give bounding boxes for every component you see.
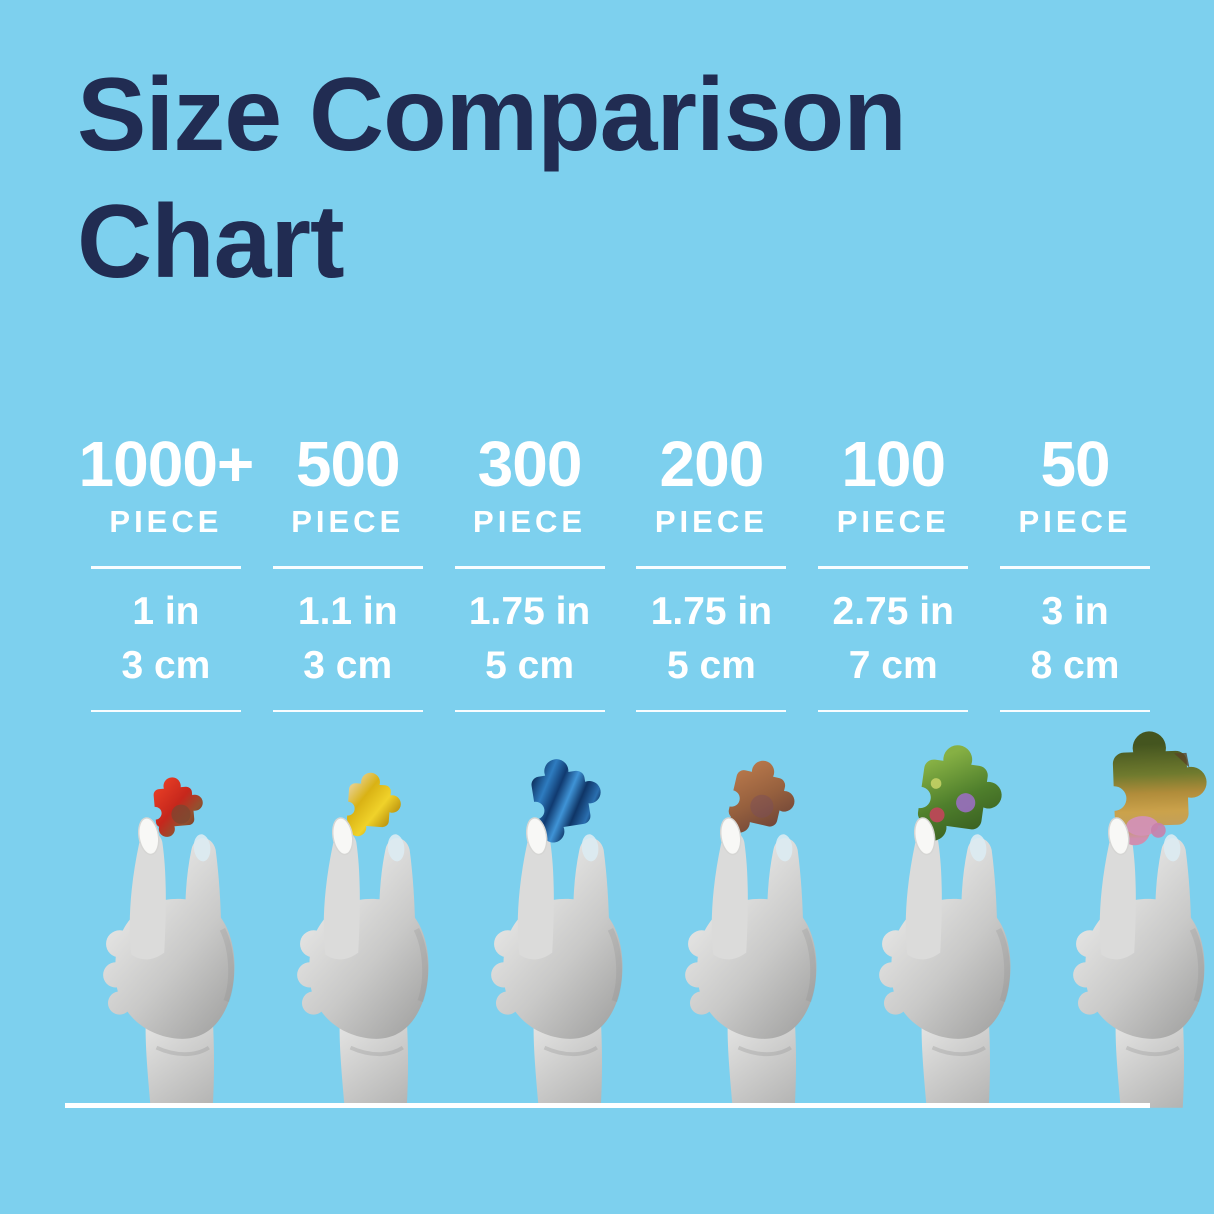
size-centimeters: 5 cm bbox=[485, 643, 575, 687]
page-title-line1: Size Comparison bbox=[77, 57, 907, 173]
size-column-300: 300 PIECE 1.75 in 5 cm bbox=[439, 428, 621, 713]
size-column-100: 100 PIECE 2.75 in 7 cm bbox=[802, 428, 984, 713]
piece-count-unit: PIECE bbox=[291, 504, 405, 539]
size-centimeters: 3 cm bbox=[121, 643, 211, 687]
piece-count: 500 bbox=[295, 428, 401, 500]
divider-rule bbox=[636, 566, 787, 569]
divider-rule bbox=[272, 566, 423, 569]
piece-count-unit: PIECE bbox=[473, 504, 587, 539]
piece-count: 100 bbox=[841, 428, 946, 500]
piece-count-unit: PIECE bbox=[1018, 504, 1132, 539]
size-inches: 3 in bbox=[1041, 589, 1109, 633]
divider-rule bbox=[90, 709, 241, 713]
page-title-line2: Chart bbox=[77, 183, 345, 300]
divider-rule bbox=[818, 566, 969, 569]
size-columns: 1000+ PIECE 1 in 3 cm 500 PIECE 1.1 in 3… bbox=[75, 428, 1166, 713]
puzzle-piece-red bbox=[145, 774, 206, 839]
size-inches: 1.75 in bbox=[650, 589, 773, 633]
piece-count-unit: PIECE bbox=[109, 504, 223, 539]
hand-pinching-piece-200 bbox=[657, 753, 851, 1108]
size-centimeters: 3 cm bbox=[303, 643, 393, 687]
puzzle-piece-landscape bbox=[1099, 729, 1209, 847]
piece-count: 1000+ bbox=[78, 428, 255, 500]
hand-pinching-piece-500 bbox=[269, 770, 463, 1108]
size-centimeters: 5 cm bbox=[666, 643, 756, 687]
baseline-rule bbox=[65, 1103, 1150, 1108]
piece-count: 50 bbox=[1040, 428, 1110, 500]
hand-cell bbox=[657, 738, 851, 1108]
hand-pinching-piece-1000 bbox=[75, 774, 269, 1108]
piece-count-unit: PIECE bbox=[654, 504, 768, 539]
divider-rule bbox=[454, 566, 605, 569]
hand-cell bbox=[1045, 729, 1214, 1108]
divider-rule bbox=[1000, 566, 1151, 569]
puzzle-piece-green-floral bbox=[903, 739, 1008, 850]
size-centimeters: 7 cm bbox=[848, 643, 938, 687]
size-column-1000: 1000+ PIECE 1 in 3 cm bbox=[75, 428, 257, 713]
divider-rule bbox=[454, 709, 605, 713]
hand-cell bbox=[75, 738, 269, 1108]
size-column-500: 500 PIECE 1.1 in 3 cm bbox=[257, 428, 439, 713]
piece-count: 300 bbox=[477, 428, 583, 500]
hand-cell bbox=[269, 738, 463, 1108]
divider-rule bbox=[272, 709, 423, 713]
size-inches: 1 in bbox=[132, 589, 200, 633]
hands-row bbox=[75, 729, 1209, 1108]
size-inches: 1.75 in bbox=[468, 589, 591, 633]
size-inches: 1.1 in bbox=[297, 589, 398, 633]
divider-rule bbox=[636, 709, 787, 713]
page-title: Size Comparison Chart bbox=[77, 52, 907, 306]
divider-rule bbox=[818, 709, 969, 713]
hand-pinching-piece-100 bbox=[851, 739, 1045, 1108]
divider-rule bbox=[1000, 709, 1151, 713]
piece-count-unit: PIECE bbox=[836, 504, 950, 539]
piece-count: 200 bbox=[659, 428, 765, 500]
size-centimeters: 8 cm bbox=[1030, 643, 1120, 687]
size-column-200: 200 PIECE 1.75 in 5 cm bbox=[620, 428, 802, 713]
size-inches: 2.75 in bbox=[832, 589, 954, 633]
puzzle-piece-copper bbox=[716, 753, 803, 844]
hand-cell bbox=[463, 738, 657, 1108]
divider-rule bbox=[90, 566, 241, 569]
size-column-50: 50 PIECE 3 in 8 cm bbox=[984, 428, 1166, 713]
hand-pinching-piece-300 bbox=[463, 752, 657, 1108]
hand-cell bbox=[851, 738, 1045, 1108]
hand-pinching-piece-50 bbox=[1045, 729, 1209, 1108]
